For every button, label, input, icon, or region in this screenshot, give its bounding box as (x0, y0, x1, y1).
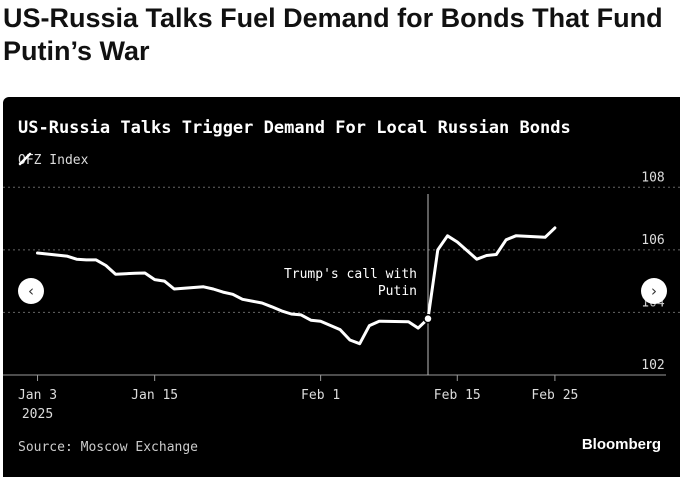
y-tick-label: 108 (641, 170, 664, 185)
ofz-index-series-line (36, 226, 557, 346)
y-tick-label: 102 (641, 358, 664, 373)
annotation-label: Putin (378, 284, 417, 299)
bloomberg-logo: Bloomberg (581, 436, 661, 453)
chevron-left-icon: ‹ (28, 281, 34, 300)
line-legend-icon (18, 152, 32, 166)
x-tick-label: Jan 15 (131, 388, 178, 403)
annotation-marker (423, 313, 433, 324)
x-tick-label: Feb 25 (531, 388, 578, 403)
carousel-next-button[interactable]: › (641, 278, 667, 304)
chart-legend: OFZ Index (18, 152, 88, 168)
legend-label: OFZ Index (18, 152, 89, 168)
headline: US-Russia Talks Fuel Demand for Bonds Th… (3, 3, 663, 66)
annotation-label: Trump's call with (284, 267, 417, 282)
chevron-right-icon: › (651, 281, 657, 300)
y-tick-label: 106 (641, 233, 664, 248)
x-tick-label: Jan 3 (18, 388, 57, 403)
carousel-prev-button[interactable]: ‹ (18, 278, 44, 304)
x-tick-sublabel: 2025 (22, 407, 53, 422)
x-tick-label: Feb 1 (301, 388, 340, 403)
chart-title: US-Russia Talks Trigger Demand For Local… (18, 118, 571, 138)
chart-source: Source: Moscow Exchange (18, 440, 199, 455)
x-tick-label: Feb 15 (434, 388, 481, 403)
